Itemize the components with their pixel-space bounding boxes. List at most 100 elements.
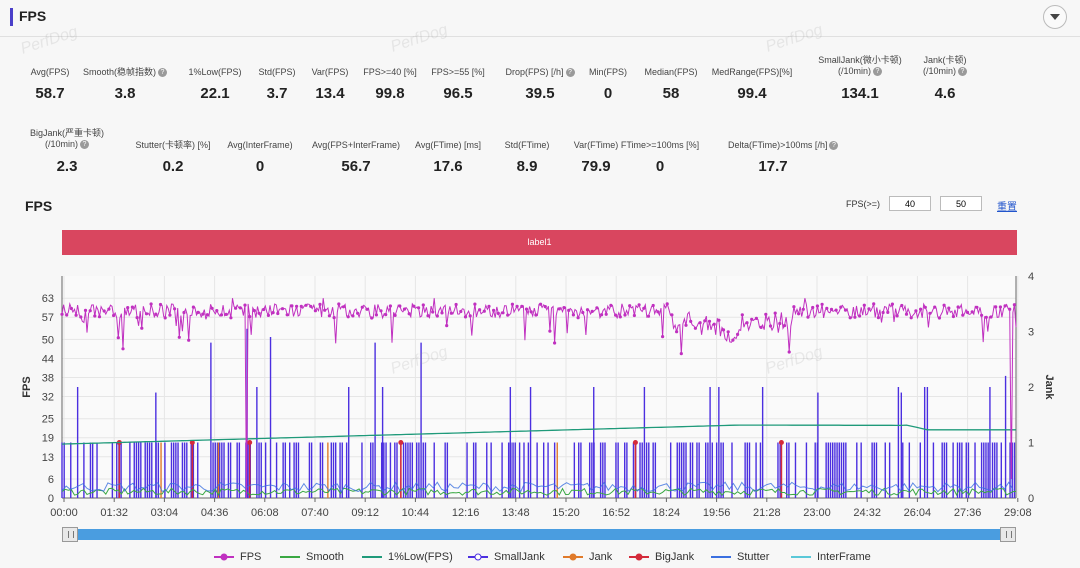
stat-label: Std(FTime) [482, 140, 572, 151]
collapse-button[interactable] [1043, 5, 1067, 29]
help-icon[interactable]: ? [158, 68, 167, 78]
legend-item-bigjank[interactable]: BigJank [629, 551, 694, 563]
time-range-slider[interactable] [62, 527, 1016, 542]
x-tick-label: 16:52 [602, 507, 630, 519]
y-tick-label: 25 [42, 414, 54, 426]
legend-item-fps[interactable]: FPS [214, 551, 261, 563]
stat-smalljank: SmallJank(微小卡顿) (/10min)? 134.1 [815, 55, 905, 102]
fps-point [862, 303, 866, 307]
smooth-line [61, 487, 1017, 497]
help-icon[interactable]: ? [80, 140, 89, 150]
fps-point [806, 315, 810, 319]
fps-point [515, 304, 519, 308]
help-icon[interactable]: ? [873, 67, 882, 77]
fps-point [182, 310, 186, 315]
fps-point [895, 314, 899, 318]
help-icon[interactable]: ? [829, 141, 839, 151]
x-tick-label: 13:48 [502, 507, 530, 519]
fps-point [379, 309, 383, 313]
fps-point [187, 338, 191, 342]
legend-swatch-icon [629, 553, 649, 561]
legend-item-interframe[interactable]: InterFrame [791, 551, 871, 563]
label-band[interactable]: label1 [62, 230, 1017, 255]
fps-point [482, 309, 486, 313]
fps-point [595, 306, 599, 310]
fps-point [140, 326, 144, 330]
stat-label-text: Avg(FPS+InterFrame) [311, 140, 401, 150]
panel-title: FPS [19, 8, 47, 24]
fps-point [567, 308, 571, 312]
reset-link[interactable]: 重置 [997, 202, 1017, 213]
stat-label-text: Jank(卡顿) [923, 55, 967, 65]
legend-item-1-low-fps[interactable]: 1%Low(FPS) [362, 551, 453, 563]
fps-point [858, 314, 862, 318]
x-tick-label: 03:04 [151, 507, 179, 519]
fps-threshold-1-input[interactable] [889, 196, 931, 211]
fps-point [257, 311, 261, 315]
fps-point [1012, 303, 1017, 307]
fps-point [998, 305, 1003, 309]
fps-point [431, 310, 435, 314]
stat-var-fps: Var(FPS) 13.4 [285, 67, 375, 102]
fps-point [614, 313, 618, 317]
fps-point [135, 316, 139, 320]
x-tick-label: 10:44 [402, 507, 430, 519]
fps-point [825, 306, 829, 310]
fps-point [900, 303, 904, 308]
fps-point [829, 307, 834, 311]
stat-value: 96.5 [443, 85, 473, 102]
stat-label-text: FTime>=100ms [%] [620, 140, 700, 150]
x-tick-label: 07:40 [301, 507, 329, 519]
fps-point [454, 302, 458, 307]
legend-item-stutter[interactable]: Stutter [711, 551, 769, 563]
slider-track[interactable] [72, 529, 1006, 540]
fps-point [74, 313, 78, 317]
stat-stutter: Stutter(卡顿率) [%] 0.2 [128, 140, 218, 175]
slider-right-handle[interactable] [1000, 527, 1016, 542]
bigjank-point [778, 440, 784, 445]
fps-point [562, 306, 566, 310]
stutter-line [61, 481, 1014, 493]
fps-point [576, 316, 580, 320]
stat-label-unit-text: (/10min) [922, 66, 956, 76]
fps-point [295, 304, 299, 308]
low1-line [61, 424, 1016, 445]
fps-point [360, 305, 364, 309]
legend-item-jank[interactable]: Jank [563, 551, 612, 563]
help-icon[interactable]: ? [958, 67, 967, 77]
stat-label-text: Min(FPS) [589, 67, 627, 77]
help-icon[interactable]: ? [565, 68, 575, 78]
fps-point [721, 328, 726, 332]
fps-point [736, 332, 740, 336]
stat-avg-ftime-ms: Avg(FTime) [ms] 17.6 [403, 140, 493, 175]
fps-point [975, 305, 979, 309]
fps-point [449, 311, 453, 315]
fps-point [168, 313, 172, 317]
legend-item-smooth[interactable]: Smooth [280, 551, 344, 563]
stat-value: 0 [655, 158, 665, 175]
stat-value: 39.5 [525, 85, 555, 102]
fps-point [346, 315, 350, 319]
stat-bigjank: BigJank(严重卡顿) (/10min)? 2.3 [22, 128, 112, 175]
fps-point [238, 306, 242, 310]
fps-point [304, 303, 308, 307]
stat-jank: Jank(卡顿) (/10min)? 4.6 [900, 55, 990, 102]
stat-value: 2.3 [56, 158, 78, 175]
stat-label: Avg(InterFrame) [215, 140, 305, 151]
slider-left-handle[interactable] [62, 527, 78, 542]
fps-chart[interactable]: 0 6 13 19 25 32 38 44 50 57 63 0 1 2 3 4 00:00 01:32 03:04… [0, 260, 1080, 526]
fps-point [83, 308, 88, 312]
fps-point [886, 310, 890, 314]
x-tick-label: 26:04 [904, 507, 932, 519]
fps-point [843, 308, 848, 312]
legend-swatch-icon [468, 553, 488, 561]
fps-point [731, 338, 735, 342]
y-tick-label: 50 [42, 334, 54, 346]
stat-label-text: Delta(FTime)>100ms [/h] [728, 140, 828, 150]
fps-point [750, 317, 754, 321]
stat-label-unit: (/10min)? [22, 139, 112, 150]
fps-threshold-2-input[interactable] [940, 196, 982, 211]
legend-item-smalljank[interactable]: SmallJank [468, 551, 545, 563]
fps-point [407, 312, 411, 316]
